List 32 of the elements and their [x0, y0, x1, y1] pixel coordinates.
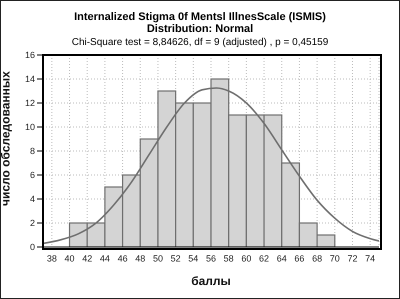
x-tick-label: 70	[330, 253, 340, 264]
y-tick-label: 2	[30, 218, 35, 228]
x-tick-label: 42	[82, 253, 92, 264]
chart-title: Internalized Stigma 0f Mentsl IllnesScale (ISMIS)	[73, 11, 327, 23]
x-tick-label: 56	[206, 253, 216, 264]
x-axis-title: баллы	[191, 274, 231, 288]
x-tick-label: 52	[170, 253, 181, 264]
y-tick-label: 14	[24, 74, 35, 84]
x-tick-label: 54	[188, 253, 198, 264]
y-tick-label: 10	[24, 122, 35, 132]
x-tick-label: 38	[46, 253, 57, 264]
y-tick-label: 12	[24, 98, 35, 108]
y-tick-label: 0	[30, 242, 35, 252]
y-tick-label: 8	[30, 146, 35, 156]
y-tick-label: 6	[30, 170, 35, 180]
x-tick-label: 68	[312, 253, 322, 264]
x-tick-label: 46	[118, 253, 128, 264]
x-tick-label: 50	[152, 253, 163, 264]
x-tick-label: 44	[100, 253, 110, 264]
x-tick-label: 62	[259, 253, 270, 264]
x-tick-label: 72	[347, 253, 358, 264]
x-tick-label: 64	[276, 253, 287, 264]
y-tick-label: 4	[30, 194, 35, 204]
x-tick-label: 60	[241, 253, 252, 264]
x-tick-label: 74	[365, 253, 376, 264]
chart-subtitle: Distribution: Normal	[146, 23, 254, 35]
text: Chi-Square test = 8,84626, df = 9 (adjusted) , p = 0,45159	[70, 36, 330, 49]
x-tick-label: 48	[135, 253, 146, 264]
x-tick-label: 66	[294, 253, 304, 264]
x-tick-label: 40	[64, 253, 75, 264]
y-tick-label: 16	[24, 50, 35, 60]
x-tick-label: 58	[224, 253, 234, 264]
